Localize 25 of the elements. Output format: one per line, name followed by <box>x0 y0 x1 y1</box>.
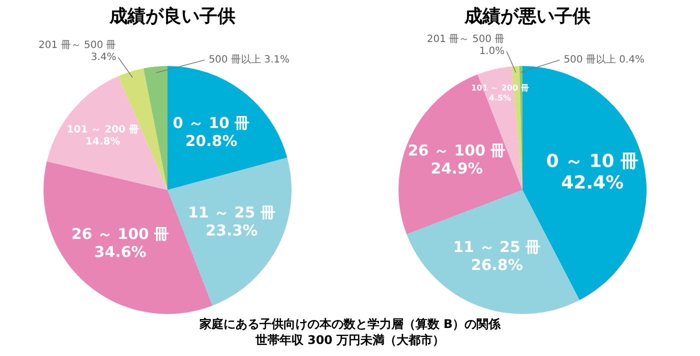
data-label: 14.8% <box>86 136 120 148</box>
data-label: 34.6% <box>94 243 146 262</box>
text: 世帯年収 300 万円未満（大都市） <box>254 332 446 348</box>
data-label: 24.9% <box>430 160 483 178</box>
slice-label: 500 冊以上 0.4% <box>564 54 645 66</box>
data-label: 26.8% <box>470 256 523 274</box>
data-label: 23.3% <box>206 221 258 240</box>
slice-label: 0 ～ 10 冊 <box>172 114 250 132</box>
slice-label: 0 ～ 10 冊 <box>546 150 639 172</box>
slice-label: 11 ～ 25 冊 <box>188 203 276 222</box>
slice-label: 500 冊以上 3.1% <box>208 54 290 66</box>
data-label: 1.0% <box>479 46 505 57</box>
slice-label: 11 ～ 25 冊 <box>453 238 541 256</box>
data-label: 3.4% <box>90 52 116 63</box>
data-label: 20.8% <box>185 132 238 150</box>
data-label: 42.4% <box>561 172 624 194</box>
chart-title: 成績が良い子供 <box>110 5 236 29</box>
chart-title: 成績が悪い子供 <box>464 5 590 29</box>
slice-label: 26 ～ 100 冊 <box>71 225 170 244</box>
slice-label: 201 冊～ 500 冊 <box>426 34 505 45</box>
slice-label: 201 冊～ 500 冊 <box>38 40 116 51</box>
slice-label: 101 ～ 200 冊 <box>66 123 139 136</box>
data-label: 4.5% <box>488 93 512 102</box>
slice-label: 26 ～ 100 冊 <box>408 142 506 160</box>
text: 家庭にある子供向けの本の数と学力層（算数 B）の関係 <box>198 316 502 332</box>
